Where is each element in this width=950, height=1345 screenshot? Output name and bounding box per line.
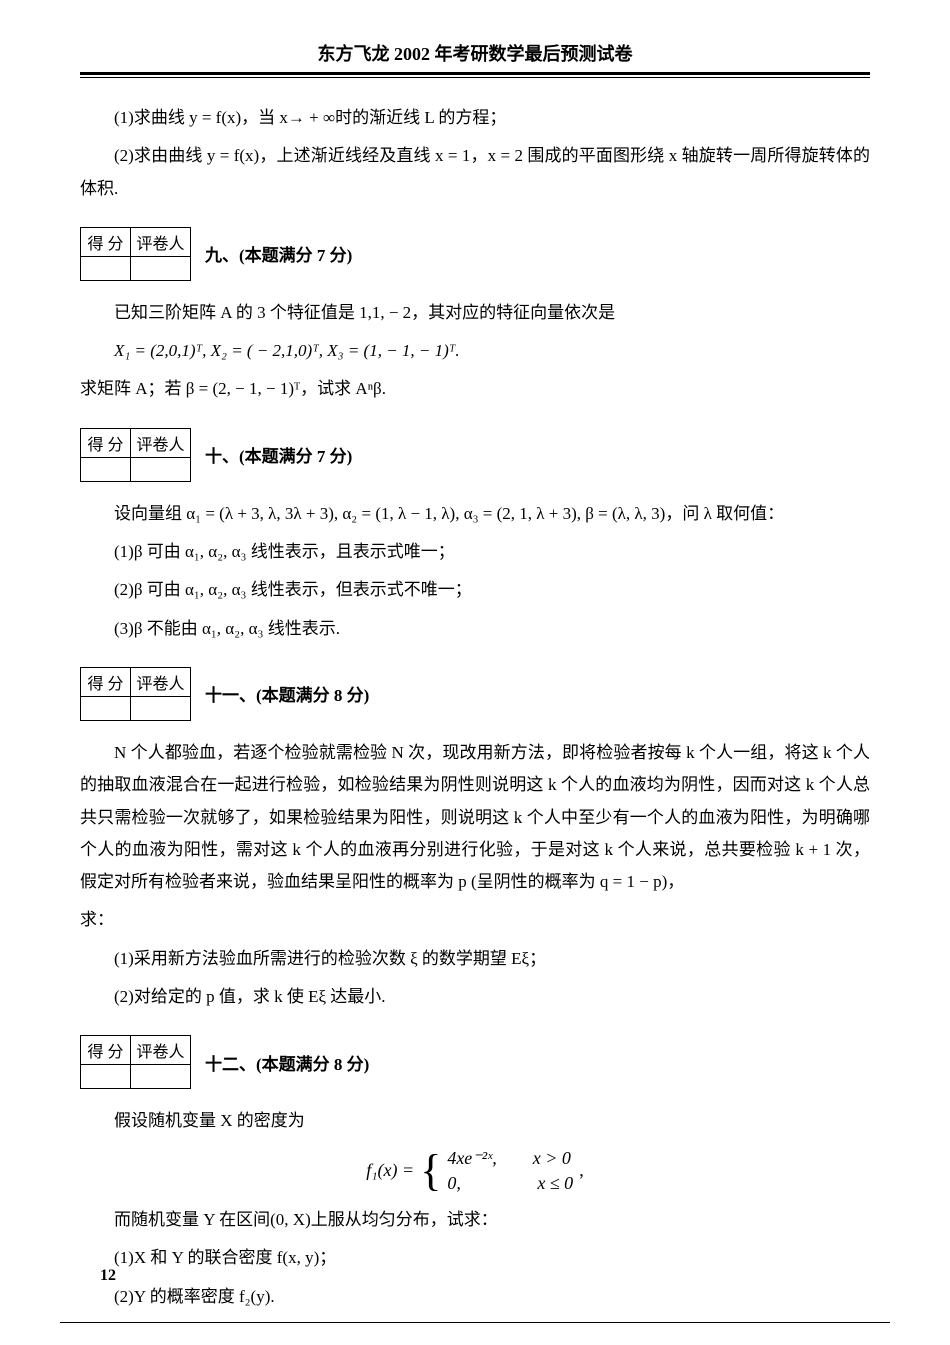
score-blank — [81, 696, 131, 720]
eq-row1: 4xe⁻²ˣ, x > 0 — [447, 1146, 573, 1171]
q9-p3: 求矩阵 A；若 β = (2, − 1, − 1)ᵀ，试求 Aⁿβ. — [80, 373, 870, 405]
q11-title: 十一、(本题满分 8 分) — [205, 681, 369, 706]
q10-heading-row: 得 分 评卷人 十、(本题满分 7 分) — [80, 428, 870, 482]
q12-heading-row: 得 分 评卷人 十二、(本题满分 8 分) — [80, 1035, 870, 1089]
q12-equation: f₁(x) = { 4xe⁻²ˣ, x > 0 0, x ≤ 0 , — [80, 1146, 870, 1196]
grader-label: 评卷人 — [131, 428, 191, 457]
score-blank — [81, 256, 131, 280]
eq-row2: 0, x ≤ 0 — [447, 1171, 573, 1196]
q12-p1: 假设随机变量 X 的密度为 — [80, 1105, 870, 1137]
score-blank — [81, 457, 131, 481]
eq-tail: , — [579, 1157, 584, 1184]
q9-title: 九、(本题满分 7 分) — [205, 241, 352, 266]
header-rule-thick — [80, 72, 870, 75]
page-number: 12 — [100, 1267, 116, 1285]
q8-sub2: (2)求由曲线 y = f(x)，上述渐近线经及直线 x = 1，x = 2 围… — [80, 140, 870, 205]
page-header: 东方飞龙 2002 年考研数学最后预测试卷 — [80, 40, 870, 78]
q10-p2: (1)β 可由 α₁, α₂, α₃ 线性表示，且表示式唯一； — [80, 536, 870, 568]
brace-icon: { — [420, 1151, 441, 1191]
grader-label: 评卷人 — [131, 1036, 191, 1065]
grader-label: 评卷人 — [131, 227, 191, 256]
grader-blank — [131, 1065, 191, 1089]
grader-blank — [131, 457, 191, 481]
header-rule-thin — [80, 77, 870, 78]
score-blank — [81, 1065, 131, 1089]
q11-p3: (1)采用新方法验血所需进行的检验次数 ξ 的数学期望 Eξ； — [80, 943, 870, 975]
q9-p1: 已知三阶矩阵 A 的 3 个特征值是 1,1, − 2，其对应的特征向量依次是 — [80, 297, 870, 329]
score-box: 得 分 评卷人 — [80, 1035, 191, 1089]
grader-blank — [131, 696, 191, 720]
score-label: 得 分 — [81, 428, 131, 457]
score-box: 得 分 评卷人 — [80, 428, 191, 482]
q12-title: 十二、(本题满分 8 分) — [205, 1050, 369, 1075]
score-label: 得 分 — [81, 1036, 131, 1065]
score-box: 得 分 评卷人 — [80, 667, 191, 721]
q12-p4: (2)Y 的概率密度 f₂(y). — [80, 1281, 870, 1313]
q10-p3: (2)β 可由 α₁, α₂, α₃ 线性表示，但表示式不唯一； — [80, 574, 870, 606]
q12-p2: 而随机变量 Y 在区间(0, X)上服从均匀分布，试求： — [80, 1204, 870, 1236]
q11-p4: (2)对给定的 p 值，求 k 使 Eξ 达最小. — [80, 981, 870, 1013]
q9-p2: X₁ = (2,0,1)ᵀ, X₂ = ( − 2,1,0)ᵀ, X₃ = (1… — [80, 335, 870, 367]
eq-lhs: f₁(x) = — [366, 1157, 414, 1184]
grader-blank — [131, 256, 191, 280]
score-box: 得 分 评卷人 — [80, 227, 191, 281]
score-label: 得 分 — [81, 227, 131, 256]
q11-heading-row: 得 分 评卷人 十一、(本题满分 8 分) — [80, 667, 870, 721]
q10-p4: (3)β 不能由 α₁, α₂, α₃ 线性表示. — [80, 613, 870, 645]
q8-sub1: (1)求曲线 y = f(x)，当 x→ + ∞时的渐近线 L 的方程； — [80, 102, 870, 134]
q12-p3: (1)X 和 Y 的联合密度 f(x, y)； — [80, 1242, 870, 1274]
q10-p1: 设向量组 α₁ = (λ + 3, λ, 3λ + 3), α₂ = (1, λ… — [80, 498, 870, 530]
q9-heading-row: 得 分 评卷人 九、(本题满分 7 分) — [80, 227, 870, 281]
score-label: 得 分 — [81, 667, 131, 696]
q11-p1: N 个人都验血，若逐个检验就需检验 N 次，现改用新方法，即将检验者按每 k 个… — [80, 737, 870, 898]
header-title: 东方飞龙 2002 年考研数学最后预测试卷 — [80, 40, 870, 72]
q10-title: 十、(本题满分 7 分) — [205, 442, 352, 467]
footer-rule — [60, 1322, 890, 1323]
q11-p2: 求： — [80, 904, 870, 936]
grader-label: 评卷人 — [131, 667, 191, 696]
